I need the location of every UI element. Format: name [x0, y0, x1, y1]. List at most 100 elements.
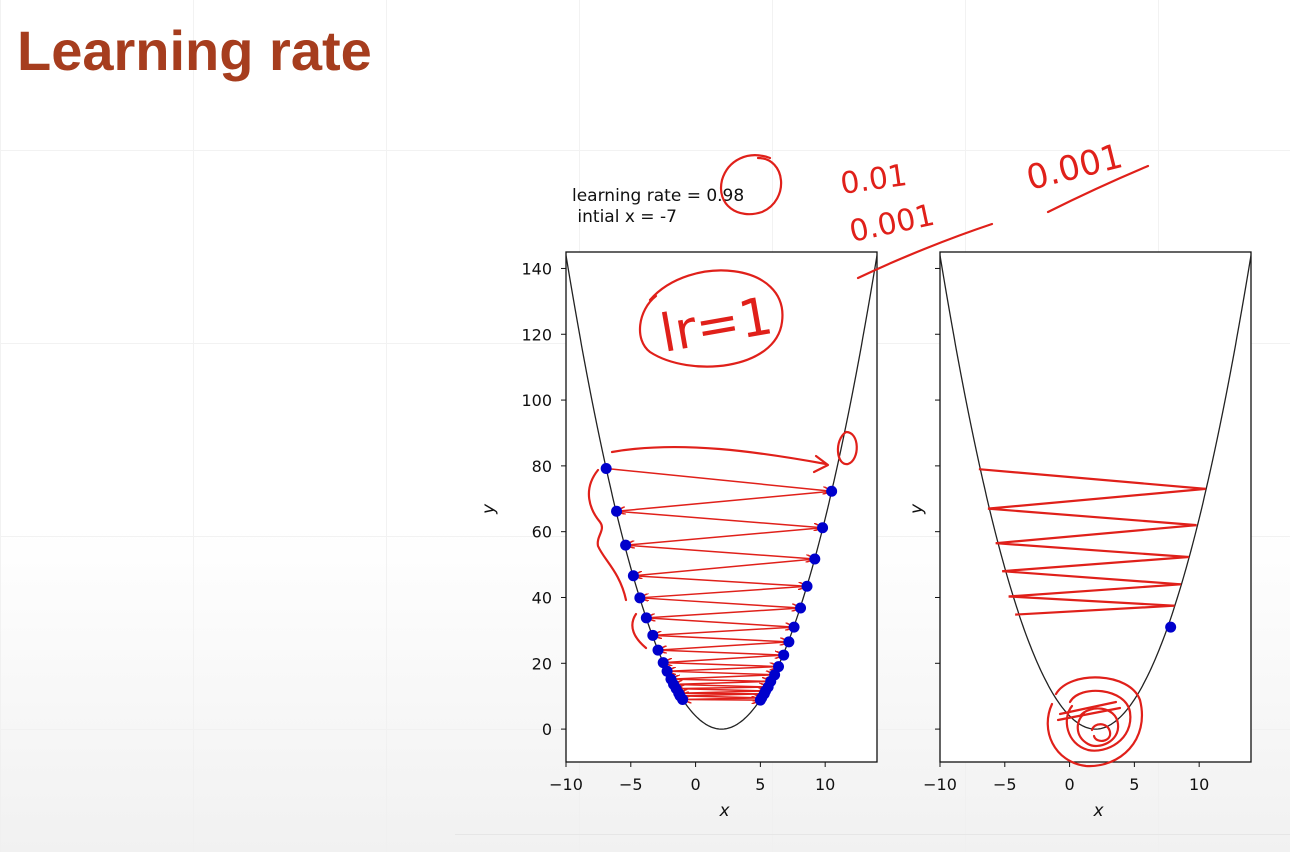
handwritten-circle-small-icon	[1076, 707, 1120, 748]
step-arrow	[667, 665, 779, 672]
data-point	[640, 612, 652, 624]
handwritten-scribble-2	[1058, 700, 1118, 716]
handwritten-arc-head	[812, 454, 830, 474]
step-arrow	[667, 670, 775, 675]
data-point	[611, 505, 623, 517]
step-arrow	[674, 681, 771, 684]
step-segment	[1008, 595, 1175, 607]
handwritten-circle-mid-icon	[1065, 689, 1132, 752]
learning-rate-label: learning rate = 0.98	[572, 186, 745, 206]
handwritten-note-2: 0.001	[846, 198, 937, 250]
data-point	[647, 629, 659, 641]
x-tick-label: 5	[1129, 775, 1139, 794]
data-point	[600, 463, 612, 475]
x-tick-label: −5	[993, 775, 1017, 794]
handwritten-wave-left-2	[631, 612, 648, 650]
handwritten-arc-top	[610, 445, 828, 466]
plot-frame-right	[939, 251, 1252, 763]
x-tick-label: −10	[549, 775, 583, 794]
data-point	[677, 693, 689, 705]
handwritten-circle-point-icon	[836, 430, 858, 466]
step-arrow	[682, 699, 761, 700]
step-arrow	[617, 490, 832, 511]
x-tick-label: −10	[923, 775, 957, 794]
data-point	[801, 580, 813, 592]
initial-x-label: intial x = -7	[572, 207, 677, 227]
y-tick-label: 20	[532, 654, 552, 673]
data-point	[657, 657, 669, 669]
step-segment	[987, 487, 1206, 510]
y-axis-label: y	[479, 503, 499, 515]
x-axis-label: x	[718, 801, 730, 821]
step-arrow	[646, 607, 801, 618]
step-arrow	[626, 526, 823, 545]
y-tick-label: 0	[542, 720, 552, 739]
y-tick-label: 80	[532, 457, 552, 476]
y-tick-label: 60	[532, 523, 552, 542]
x-tick-label: −5	[619, 775, 643, 794]
data-point	[795, 602, 807, 614]
step-arrow	[657, 649, 784, 655]
loss-curve	[940, 255, 1251, 730]
step-arrow	[625, 544, 815, 559]
step-segment	[987, 507, 1197, 527]
data-point	[826, 485, 838, 497]
step-arrow	[663, 654, 784, 663]
step-arrow	[633, 558, 815, 576]
handwritten-underline-2	[1046, 164, 1150, 214]
handwritten-oval-icon	[638, 269, 784, 368]
step-arrow	[658, 641, 789, 650]
x-tick-label: 0	[690, 775, 700, 794]
handwritten-note-3: 0.001	[1023, 136, 1127, 198]
slide-title: Learning rate	[17, 19, 372, 82]
data-point	[620, 539, 632, 551]
step-arrow	[640, 585, 808, 598]
step-arrow	[653, 626, 795, 635]
data-point	[809, 553, 821, 565]
data-point	[817, 522, 829, 534]
step-segment	[995, 524, 1197, 545]
data-point	[627, 570, 639, 582]
handwritten-circle-core-icon	[1090, 723, 1112, 742]
step-arrow	[671, 674, 775, 679]
step-arrow	[606, 467, 831, 492]
y-tick-label: 100	[521, 391, 552, 410]
handwritten-underline-1	[856, 222, 994, 280]
handwritten-wave-left	[587, 468, 628, 602]
step-arrow	[616, 510, 823, 527]
step-arrow	[652, 634, 789, 642]
step-arrow	[676, 689, 765, 691]
step-segment	[1008, 583, 1182, 598]
step-segment	[995, 542, 1189, 559]
data-point	[788, 621, 800, 633]
handwritten-scribble-1	[1056, 706, 1122, 722]
x-tick-label: 5	[755, 775, 765, 794]
data-point	[778, 649, 790, 661]
loss-curve	[566, 255, 877, 730]
step-arrow	[670, 679, 771, 681]
footer-divider	[455, 834, 1290, 835]
data-point	[773, 661, 785, 673]
handwritten-circle-big-icon	[1046, 676, 1143, 768]
y-tick-label: 140	[521, 259, 552, 278]
y-tick-label: 120	[521, 325, 552, 344]
step-arrow	[663, 661, 778, 667]
step-arrow	[639, 597, 801, 608]
y-axis-label: y	[907, 503, 927, 515]
handwritten-circle-lr-icon	[719, 154, 783, 216]
data-point	[634, 592, 646, 604]
x-tick-label: 10	[1189, 775, 1209, 794]
data-point	[652, 644, 664, 656]
handwritten-note-1: 0.01	[838, 158, 909, 202]
data-point	[783, 636, 795, 648]
data-point	[754, 694, 766, 706]
x-tick-label: 10	[815, 775, 835, 794]
step-segment	[1015, 604, 1175, 616]
x-axis-label: x	[1092, 801, 1104, 821]
step-segment	[1002, 570, 1182, 586]
plot-header: learning rate = 0.98 intial x = -7	[572, 186, 744, 228]
y-tick-label: 40	[532, 588, 552, 607]
data-point	[1165, 621, 1177, 633]
step-arrow	[646, 617, 794, 627]
